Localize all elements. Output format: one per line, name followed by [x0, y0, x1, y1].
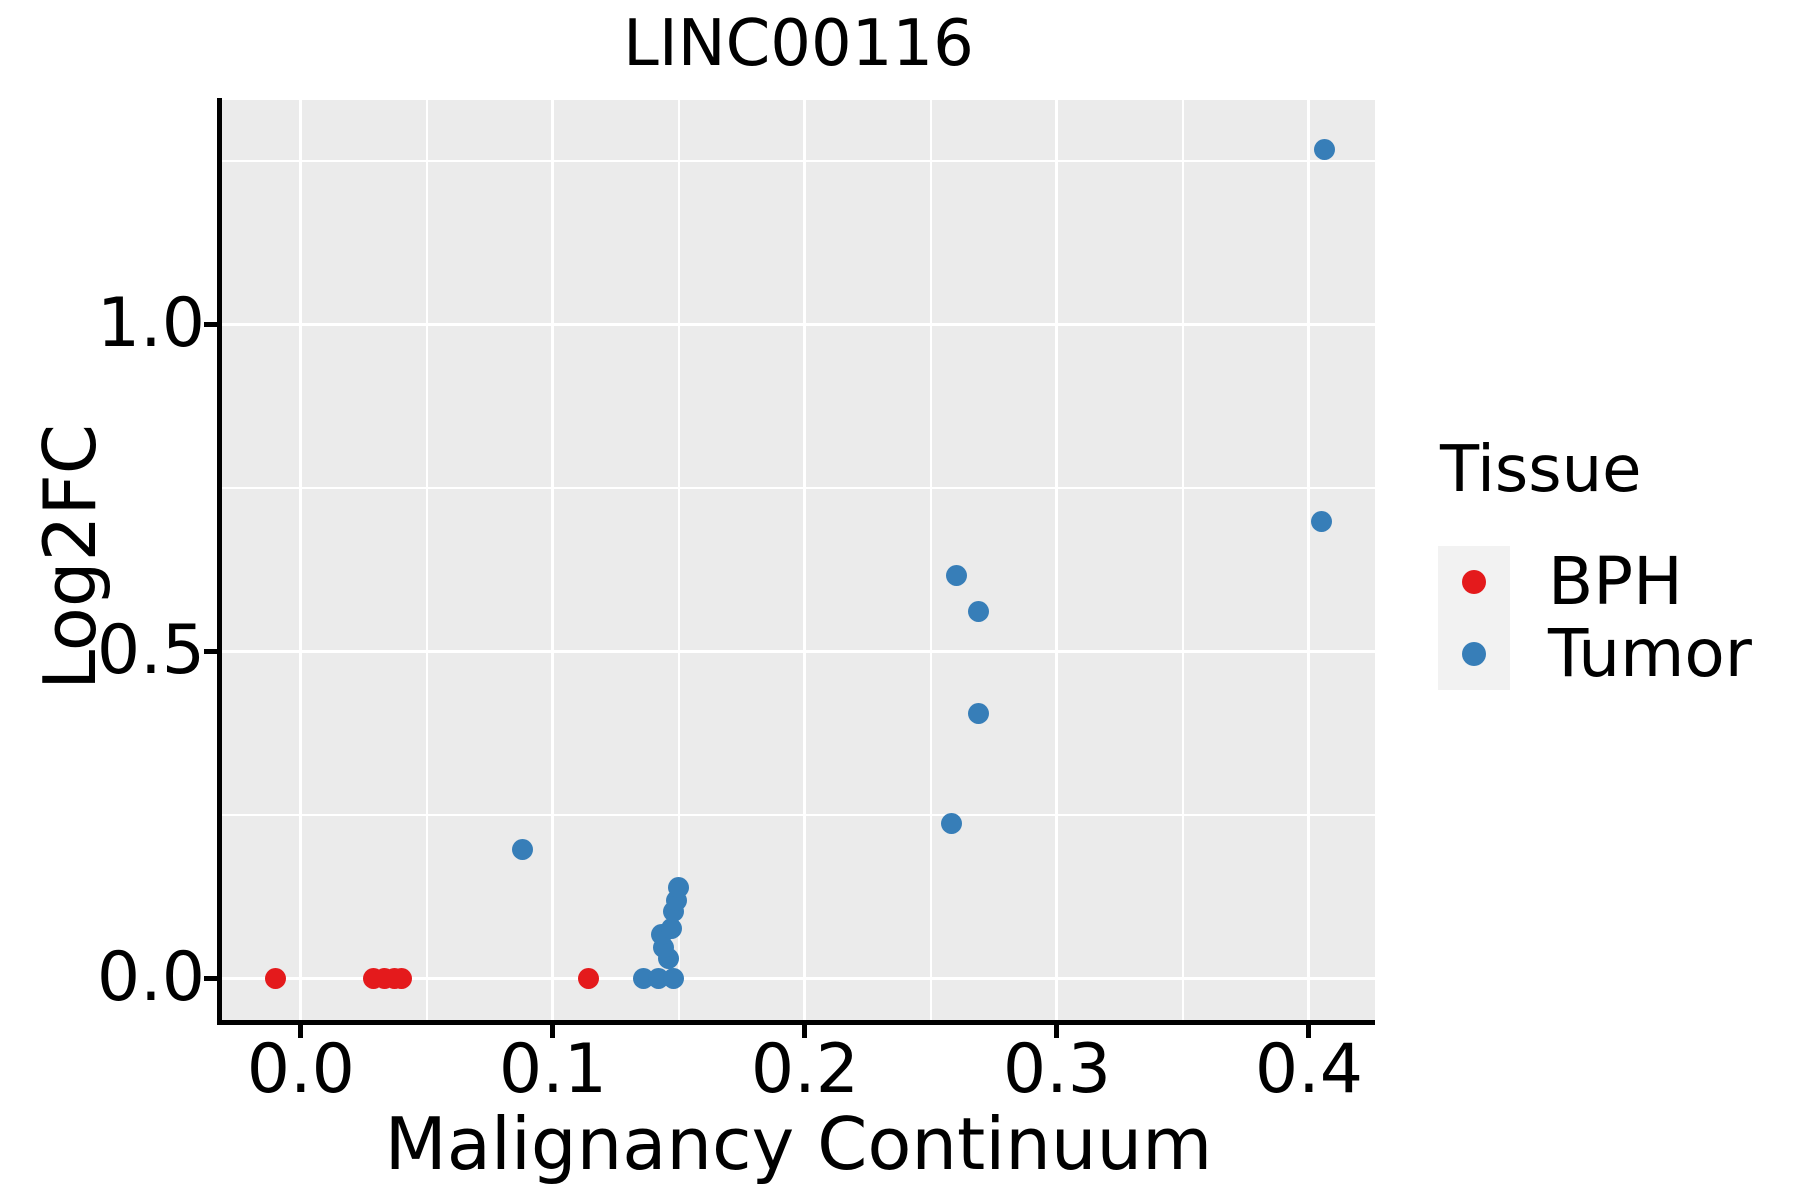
legend-key-tumor	[1438, 618, 1510, 690]
gridline-x-minor	[1181, 100, 1184, 1020]
x-axis-title: Malignancy Continuum	[384, 1102, 1213, 1186]
legend-label-tumor: Tumor	[1548, 615, 1752, 692]
x-tick-label: 0.2	[750, 1030, 859, 1109]
data-point	[512, 839, 534, 861]
data-point	[968, 702, 990, 724]
legend-title: Tissue	[1440, 433, 1642, 507]
x-tick-mark	[1054, 1025, 1060, 1038]
legend-item-bph: BPH	[1438, 546, 1752, 618]
plot-title: LINC00116	[623, 7, 974, 81]
x-tick-mark	[550, 1025, 556, 1038]
data-point	[577, 967, 599, 989]
data-point	[668, 877, 690, 899]
gridline-x-major	[299, 100, 303, 1020]
x-tick-mark	[1306, 1025, 1312, 1038]
y-tick-label: 0.5	[96, 611, 205, 691]
gridline-x-minor	[425, 100, 428, 1020]
legend-key-bph	[1438, 546, 1510, 618]
bph-dot-icon	[1462, 570, 1486, 594]
gridline-y-minor	[222, 159, 1375, 162]
data-point	[968, 600, 990, 622]
gridline-x-minor	[677, 100, 680, 1020]
tumor-dot-icon	[1462, 642, 1486, 666]
data-point	[660, 918, 682, 940]
legend: Tissue BPH Tumor	[1438, 438, 1752, 690]
gridline-x-major	[1055, 100, 1059, 1020]
y-tick-mark	[204, 975, 217, 981]
gridline-y-major	[222, 322, 1375, 326]
x-tick-label: 0.1	[498, 1030, 607, 1109]
legend-label-bph: BPH	[1548, 543, 1683, 620]
gridline-y-minor	[222, 813, 1375, 816]
x-tick-mark	[802, 1025, 808, 1038]
y-tick-mark	[204, 648, 217, 654]
data-point	[265, 967, 287, 989]
y-tick-label: 0.0	[96, 938, 205, 1018]
data-point	[940, 812, 962, 834]
data-point	[1311, 510, 1333, 532]
gridline-x-major	[803, 100, 807, 1020]
x-axis-line	[217, 1020, 1375, 1025]
y-axis-line	[217, 98, 222, 1025]
x-tick-label: 0.4	[1254, 1030, 1364, 1109]
x-tick-label: 0.0	[246, 1030, 355, 1109]
gridline-y-minor	[222, 486, 1375, 489]
y-tick-mark	[204, 321, 217, 327]
plot-panel	[222, 100, 1375, 1020]
legend-item-tumor: Tumor	[1438, 618, 1752, 690]
data-point	[1313, 138, 1335, 160]
x-tick-label: 0.3	[1002, 1030, 1112, 1109]
data-point	[663, 967, 685, 989]
gridline-y-major	[222, 649, 1375, 653]
x-tick-mark	[298, 1025, 304, 1038]
data-point	[945, 564, 967, 586]
data-point	[391, 967, 413, 989]
gridline-y-major	[222, 976, 1375, 980]
gridline-x-minor	[929, 100, 932, 1020]
gridline-x-major	[1307, 100, 1311, 1020]
gridline-x-major	[551, 100, 555, 1020]
y-tick-label: 1.0	[96, 284, 205, 364]
